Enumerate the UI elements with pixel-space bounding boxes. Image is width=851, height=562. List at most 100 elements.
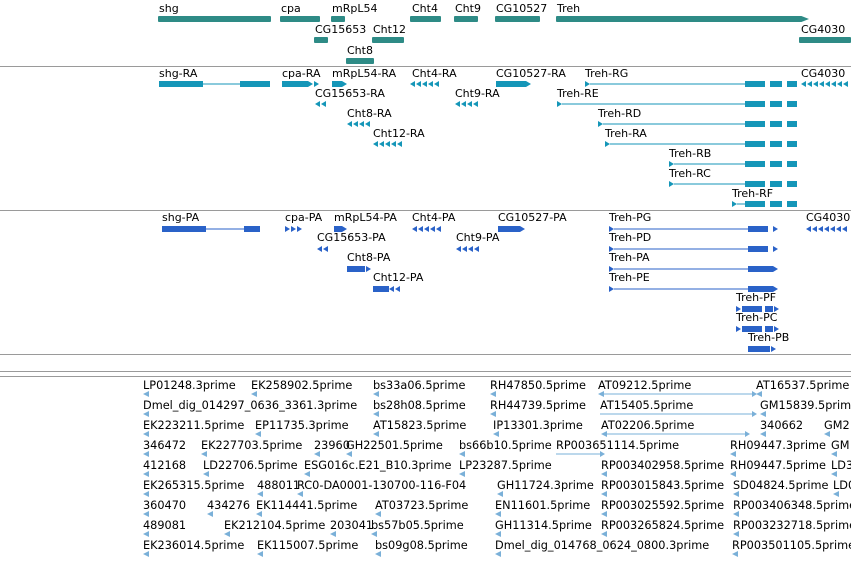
est-glyph[interactable] xyxy=(732,551,738,557)
gene-label[interactable]: shg xyxy=(159,2,179,15)
transcript-label[interactable]: Treh-RE xyxy=(557,87,599,100)
est-label[interactable]: RP003265824.5prime xyxy=(601,519,725,532)
transcript-glyph[interactable] xyxy=(240,81,270,87)
transcript-glyph[interactable] xyxy=(416,81,421,87)
est-glyph[interactable] xyxy=(201,451,207,457)
protein-glyph[interactable] xyxy=(609,266,614,272)
est-label[interactable]: EK265315.5prime xyxy=(143,479,245,492)
transcript-glyph[interactable] xyxy=(770,181,782,187)
protein-glyph[interactable] xyxy=(806,226,811,232)
protein-label[interactable]: shg-PA xyxy=(162,211,200,224)
gene-label[interactable]: Cht4 xyxy=(412,2,438,15)
transcript-glyph[interactable] xyxy=(745,161,765,167)
protein-glyph[interactable] xyxy=(771,346,776,352)
est-glyph[interactable] xyxy=(257,491,263,497)
transcript-label[interactable]: Treh-RA xyxy=(605,127,647,140)
transcript-glyph[interactable] xyxy=(422,81,427,87)
transcript-glyph[interactable] xyxy=(745,201,765,207)
gene-glyph[interactable] xyxy=(495,16,540,22)
transcript-glyph[interactable] xyxy=(282,81,308,87)
gene-glyph[interactable] xyxy=(346,58,374,64)
est-glyph[interactable] xyxy=(143,511,149,517)
est-label[interactable]: RP003501105.5prime xyxy=(732,539,851,552)
est-label[interactable]: LP23287.5prime xyxy=(459,459,552,472)
protein-label[interactable]: CG15653-PA xyxy=(317,231,386,244)
est-label[interactable]: EK236014.5prime xyxy=(143,539,245,552)
est-label[interactable]: 360470 xyxy=(143,499,187,512)
transcript-glyph[interactable] xyxy=(770,121,782,127)
transcript-glyph[interactable] xyxy=(359,121,364,127)
est-label[interactable]: GH11724.3prime xyxy=(497,479,594,492)
transcript-glyph[interactable] xyxy=(770,81,782,87)
est-label[interactable]: RH09447.3prime xyxy=(730,439,826,452)
transcript-glyph[interactable] xyxy=(787,141,797,147)
est-label[interactable]: RP003025592.5prime xyxy=(601,499,725,512)
transcript-glyph[interactable] xyxy=(473,101,478,107)
transcript-glyph[interactable] xyxy=(787,121,797,127)
est-glyph[interactable] xyxy=(373,431,379,437)
est-label[interactable]: SD04824.5prime xyxy=(733,479,829,492)
protein-glyph[interactable] xyxy=(824,226,829,232)
est-glyph[interactable] xyxy=(256,511,262,517)
est-glyph[interactable] xyxy=(824,431,830,437)
transcript-glyph[interactable] xyxy=(745,181,765,187)
transcript-label[interactable]: Treh-RF xyxy=(732,187,774,200)
est-glyph[interactable] xyxy=(371,531,377,537)
gene-glyph[interactable] xyxy=(799,37,851,43)
transcript-glyph[interactable] xyxy=(347,121,352,127)
gene-label[interactable]: Cht12 xyxy=(373,23,406,36)
transcript-glyph[interactable] xyxy=(837,81,842,87)
transcript-glyph[interactable] xyxy=(321,101,326,107)
protein-glyph[interactable] xyxy=(773,286,778,292)
transcript-label[interactable]: CG15653-RA xyxy=(315,87,385,100)
est-glyph[interactable] xyxy=(752,411,757,417)
protein-glyph[interactable] xyxy=(842,226,847,232)
est-label[interactable]: RP003406348.5prime xyxy=(733,499,851,512)
est-glyph[interactable] xyxy=(314,451,320,457)
est-glyph[interactable] xyxy=(756,391,762,397)
transcript-label[interactable]: CG10527-RA xyxy=(496,67,566,80)
protein-glyph[interactable] xyxy=(456,246,461,252)
protein-glyph[interactable] xyxy=(765,306,773,312)
transcript-label[interactable]: mRpL54-RA xyxy=(332,67,397,80)
est-glyph[interactable] xyxy=(745,431,750,437)
est-label[interactable]: LD3 xyxy=(831,459,851,472)
est-label[interactable]: bs33a06.5prime xyxy=(373,379,466,392)
protein-glyph[interactable] xyxy=(830,226,835,232)
est-label[interactable]: GM xyxy=(831,439,850,452)
est-glyph[interactable] xyxy=(601,471,607,477)
est-glyph[interactable] xyxy=(143,551,149,557)
transcript-label[interactable]: Treh-RD xyxy=(598,107,642,120)
est-glyph[interactable] xyxy=(760,431,766,437)
protein-glyph[interactable] xyxy=(342,226,347,232)
est-label[interactable]: EP11735.3prime xyxy=(255,419,349,432)
protein-glyph[interactable] xyxy=(736,306,741,312)
transcript-glyph[interactable] xyxy=(467,101,472,107)
transcript-glyph[interactable] xyxy=(342,81,347,87)
est-label[interactable]: AT09212.5prime xyxy=(598,379,692,392)
est-glyph[interactable] xyxy=(346,451,352,457)
transcript-glyph[interactable] xyxy=(745,121,765,127)
est-label[interactable]: EK114441.5prime xyxy=(256,499,358,512)
transcript-label[interactable]: shg-RA xyxy=(159,67,198,80)
est-label[interactable]: LD0 xyxy=(833,479,851,492)
est-label[interactable]: 23960 xyxy=(314,439,350,452)
protein-label[interactable]: Cht4-PA xyxy=(412,211,456,224)
protein-label[interactable]: Treh-PE xyxy=(609,271,650,284)
transcript-glyph[interactable] xyxy=(770,101,782,107)
est-glyph[interactable] xyxy=(143,531,149,537)
protein-glyph[interactable] xyxy=(323,246,328,252)
est-label[interactable]: 346472 xyxy=(143,439,187,452)
est-label[interactable]: GM2 xyxy=(824,419,850,432)
transcript-glyph[interactable] xyxy=(787,81,797,87)
transcript-glyph[interactable] xyxy=(770,161,782,167)
protein-glyph[interactable] xyxy=(774,306,779,312)
transcript-label[interactable]: Cht12-RA xyxy=(373,127,425,140)
est-glyph[interactable] xyxy=(143,391,149,397)
transcript-label[interactable]: cpa-RA xyxy=(282,67,321,80)
gene-label[interactable]: Cht9 xyxy=(455,2,481,15)
est-label[interactable]: GM15839.5prime xyxy=(760,399,851,412)
transcript-glyph[interactable] xyxy=(598,121,603,127)
est-label[interactable]: EK258902.5prime xyxy=(251,379,353,392)
transcript-glyph[interactable] xyxy=(397,141,402,147)
